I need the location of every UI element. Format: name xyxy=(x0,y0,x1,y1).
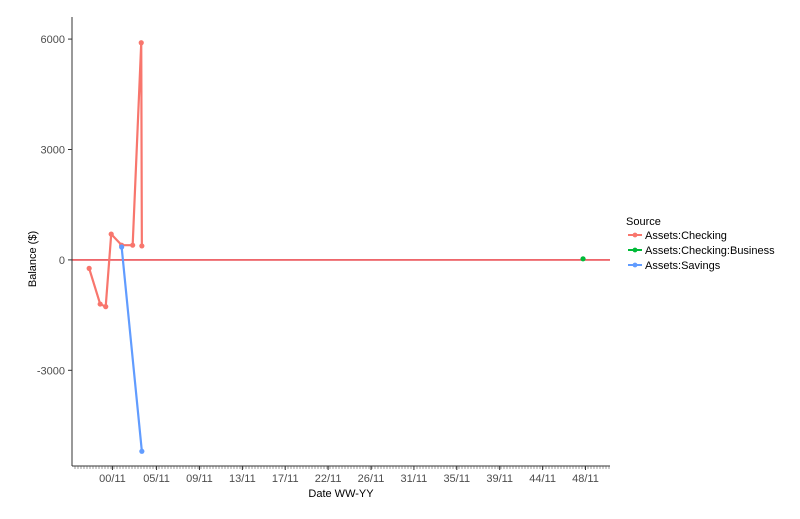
legend-title: Source xyxy=(626,216,661,228)
x-tick-label: 35/11 xyxy=(443,473,470,485)
x-tick-label: 13/11 xyxy=(229,473,256,485)
y-tick-label: 6000 xyxy=(41,34,65,46)
x-tick-label: 31/11 xyxy=(401,473,428,485)
data-point-assets-checking xyxy=(103,304,109,310)
x-tick-label: 17/11 xyxy=(272,473,299,485)
x-tick-label: 22/11 xyxy=(315,473,342,485)
data-point-assets-checking xyxy=(97,301,103,307)
x-tick-label: 39/11 xyxy=(486,473,513,485)
legend-key-point xyxy=(632,247,638,253)
data-point-assets-checking-business xyxy=(580,256,586,262)
data-point-assets-checking xyxy=(130,242,136,248)
series-line-assets-savings xyxy=(120,245,143,453)
x-tick-label: 09/11 xyxy=(186,473,213,485)
data-point-assets-savings xyxy=(119,244,125,250)
data-point-assets-checking xyxy=(139,243,145,249)
legend: Source Assets:Checking Assets:Checking:Bu… xyxy=(626,216,775,272)
x-tick-label: 00/11 xyxy=(99,473,126,485)
data-point-assets-savings xyxy=(139,448,145,454)
x-tick-label: 44/11 xyxy=(529,473,556,485)
legend-label: Assets:Checking xyxy=(645,230,727,242)
x-tick-label: 26/11 xyxy=(358,473,385,485)
x-tick-label: 05/11 xyxy=(143,473,170,485)
y-tick-label: -3000 xyxy=(37,365,65,377)
y-tick-label: 0 xyxy=(59,255,65,267)
data-point-assets-checking xyxy=(108,231,114,237)
legend-label: Assets:Savings xyxy=(645,260,721,272)
x-axis-title: Date WW-YY xyxy=(308,488,374,500)
y-tick-label: 3000 xyxy=(41,144,65,156)
data-point-assets-checking xyxy=(86,265,92,271)
legend-key-point xyxy=(632,262,638,268)
legend-key-point xyxy=(632,232,638,238)
y-axis-title: Balance ($) xyxy=(27,231,39,287)
data-point-assets-checking xyxy=(138,40,144,46)
x-tick-label: 48/11 xyxy=(572,473,599,485)
series-group xyxy=(86,40,586,454)
series-line-assets-checking xyxy=(88,41,143,308)
axes: -3000 0 3000 6000 00/11 05/11 09/11 13/11 17/11 2… xyxy=(37,17,610,485)
legend-label: Assets:Checking:Business xyxy=(645,245,775,257)
